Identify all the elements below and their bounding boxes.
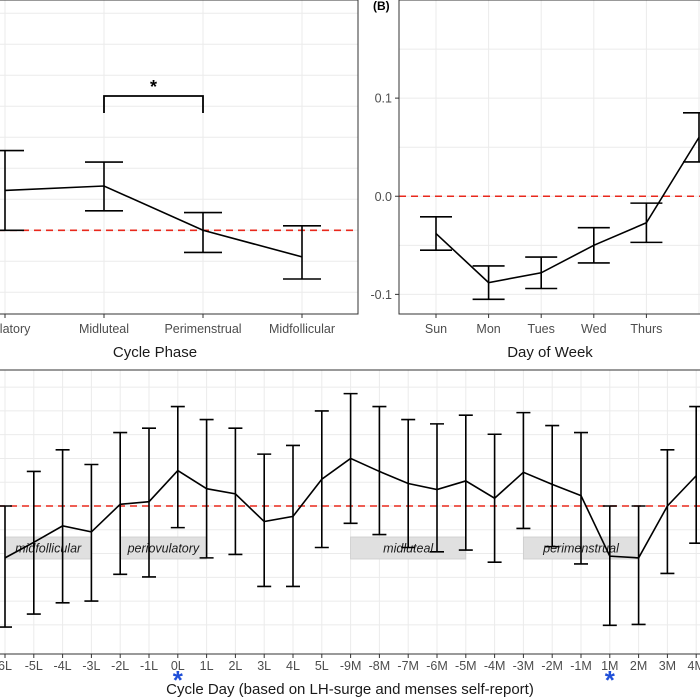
significance-bracket bbox=[103, 95, 204, 113]
phase-label: midluteal bbox=[383, 542, 434, 556]
x-tick-label: -5M bbox=[455, 659, 477, 673]
x-tick-label: 6L bbox=[0, 659, 12, 673]
x-tick-label: -2M bbox=[541, 659, 563, 673]
x-tick-label: 5L bbox=[315, 659, 329, 673]
significance-star: * bbox=[150, 77, 157, 97]
error-bar bbox=[545, 424, 560, 548]
error-bar bbox=[574, 431, 588, 565]
error-bar bbox=[142, 427, 156, 578]
error-bar bbox=[660, 449, 675, 575]
x-tick-label: -3L bbox=[82, 659, 100, 673]
x-axis-title: Cycle Phase bbox=[113, 344, 197, 361]
y-tick-label: 0.0 bbox=[375, 190, 392, 204]
x-tick-label: -3M bbox=[513, 659, 535, 673]
series-line bbox=[435, 136, 700, 284]
x-tick-label: -2L bbox=[111, 659, 129, 673]
x-tick-label: 2M bbox=[630, 659, 647, 673]
x-tick-label: 2L bbox=[228, 659, 242, 673]
y-tick-label: -0.1 bbox=[370, 288, 392, 302]
x-tick-label: Midfollicular bbox=[269, 322, 335, 336]
x-tick-label: 1L bbox=[200, 659, 214, 673]
x-tick-label: 1M bbox=[601, 659, 618, 673]
error-bar bbox=[683, 112, 700, 163]
panel-a-cycle-phase: ovulatory Midluteal Perimenstrual Midfollic… bbox=[0, 0, 359, 361]
error-bar bbox=[184, 211, 222, 254]
x-tick-label: -4M bbox=[484, 659, 506, 673]
x-tick-label: 4L bbox=[286, 659, 300, 673]
error-bar bbox=[283, 225, 321, 280]
phase-label: periovulatory bbox=[127, 542, 200, 556]
error-bar bbox=[420, 216, 452, 252]
plot-area bbox=[399, 0, 700, 314]
x-tick-label: Wed bbox=[581, 322, 607, 336]
error-bar bbox=[84, 463, 99, 602]
x-tick-label: -1M bbox=[570, 659, 592, 673]
error-bar bbox=[228, 427, 243, 556]
x-tick-label: -1L bbox=[140, 659, 158, 673]
phase-label: midfollicular bbox=[15, 542, 82, 556]
panel-border bbox=[0, 369, 700, 655]
x-axis-title: Day of Week bbox=[507, 344, 593, 361]
x-tick-label: 3L bbox=[257, 659, 271, 673]
panel-c-cycle-day: midfollicular periovulatory midluteal perim… bbox=[0, 369, 700, 698]
panel-border bbox=[0, 0, 359, 315]
series-line bbox=[4, 185, 303, 258]
x-tick-label: -6M bbox=[426, 659, 448, 673]
error-bar bbox=[631, 505, 646, 626]
x-tick-label: 0L bbox=[171, 659, 185, 673]
plot-area bbox=[0, 0, 358, 314]
plot-area: midfollicular periovulatory midluteal perim… bbox=[0, 370, 700, 654]
x-tick-label: 4M bbox=[688, 659, 700, 673]
error-bar bbox=[0, 505, 12, 628]
x-tick-label: -9M bbox=[340, 659, 362, 673]
error-bar bbox=[458, 414, 473, 551]
x-tick-label: Perimenstrual bbox=[164, 322, 241, 336]
error-bar bbox=[170, 405, 185, 529]
x-tick-label: 3M bbox=[659, 659, 676, 673]
panel-border bbox=[398, 0, 700, 315]
error-bar bbox=[113, 431, 128, 576]
y-tick-label: 0.1 bbox=[375, 92, 392, 106]
error-bar bbox=[430, 423, 444, 553]
x-axis-title: Cycle Day (based on LH-surge and menses … bbox=[166, 681, 534, 698]
x-tick-label: Mon bbox=[476, 322, 500, 336]
error-bar bbox=[257, 453, 272, 588]
x-tick-label: Midluteal bbox=[79, 322, 129, 336]
significance-marker-star: * bbox=[605, 665, 616, 695]
error-bar bbox=[602, 505, 617, 627]
series-line bbox=[4, 457, 697, 559]
x-tick-label: -4L bbox=[54, 659, 72, 673]
x-tick-label: Thurs bbox=[630, 322, 662, 336]
x-tick-label: Sun bbox=[425, 322, 447, 336]
error-bar bbox=[689, 405, 700, 544]
panel-label: (B) bbox=[373, 0, 390, 13]
x-tick-label: -5L bbox=[25, 659, 43, 673]
x-tick-label: Tues bbox=[528, 322, 555, 336]
error-bar bbox=[516, 411, 531, 530]
panel-b-day-of-week: Sun Mon Tues Wed Thurs 0.1 0.0 -0.1 Day of Week (… bbox=[370, 0, 700, 361]
significance-marker-star: * bbox=[173, 665, 184, 695]
x-tick-label: -7M bbox=[397, 659, 419, 673]
x-tick-label: -8M bbox=[369, 659, 391, 673]
x-tick-label: ovulatory bbox=[0, 322, 31, 336]
